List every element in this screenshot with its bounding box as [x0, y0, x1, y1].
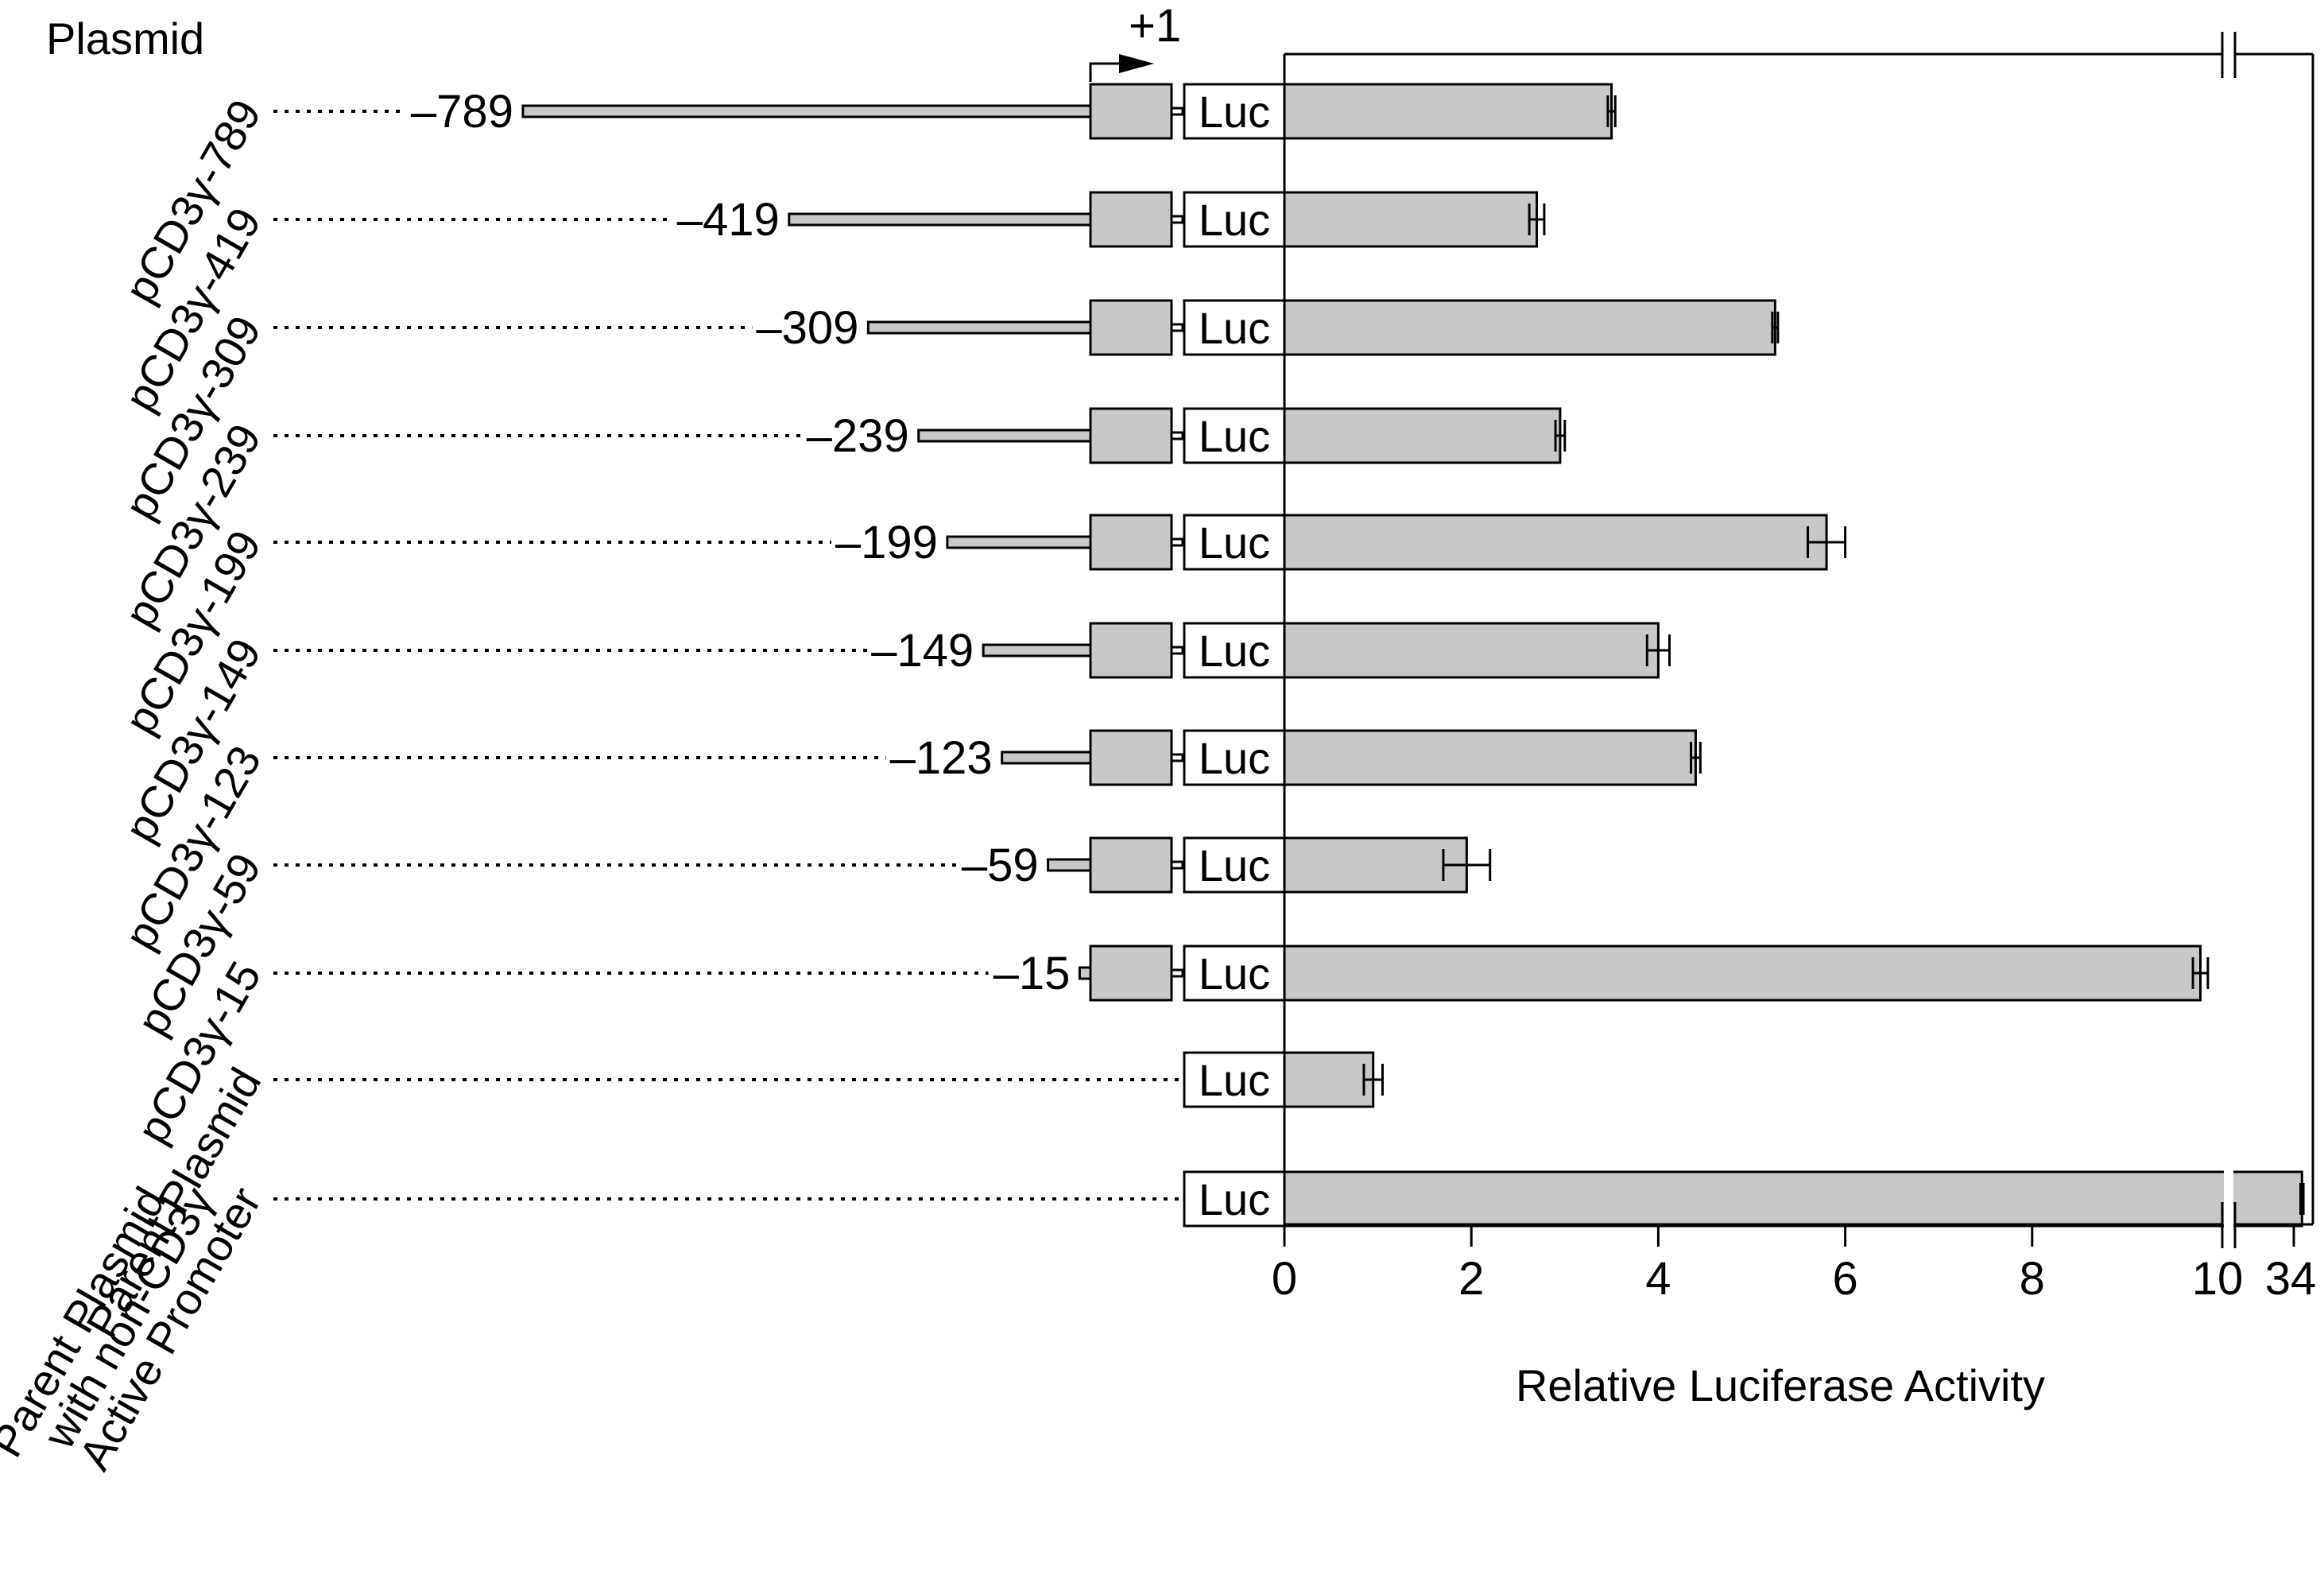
luc-reporter-box: [1183, 945, 1286, 1002]
construct-row: pCD3γ-15 –15 Luc: [127, 945, 2210, 1151]
promoter-fragment: [1047, 858, 1092, 872]
luc-label: Luc: [1199, 87, 1270, 137]
transcription-start-marker: +1: [1089, 0, 1181, 82]
x-tick-label: 8: [2020, 1253, 2045, 1305]
promoter-fragment: [788, 212, 1092, 227]
luc-reporter-box: [1183, 514, 1286, 571]
tss-label: +1: [1129, 0, 1181, 52]
luc-reporter-box: [1183, 407, 1286, 464]
luc-label: Luc: [1199, 1174, 1270, 1224]
data-bar: [1283, 191, 1539, 248]
luc-reporter-box: [1183, 191, 1286, 248]
linker-segment: [1170, 860, 1184, 870]
promoter-start-label: –419: [677, 194, 780, 246]
x-tick-label: 34: [2265, 1253, 2317, 1305]
exon-block: [1089, 729, 1173, 786]
promoter-fragment: [946, 535, 1092, 549]
linker-segment: [1170, 646, 1184, 655]
data-bar: [1283, 729, 1697, 786]
data-bar: [1283, 622, 1660, 679]
luc-label: Luc: [1199, 840, 1270, 890]
luc-label: Luc: [1199, 1055, 1270, 1105]
promoter-start-label: –309: [756, 302, 858, 354]
luc-reporter-box: [1183, 1051, 1286, 1108]
linker-segment: [1170, 753, 1184, 762]
luc-reporter-box: [1183, 729, 1286, 786]
axis-break-marks: [2221, 32, 2237, 1248]
linker-segment: [1170, 968, 1184, 978]
x-axis-ticks: 0 2 4 6 8 10 34: [1272, 1224, 2316, 1305]
luc-label: Luc: [1199, 626, 1270, 676]
luc-reporter-box: [1183, 299, 1286, 356]
x-tick-label: 0: [1272, 1253, 1297, 1305]
exon-block: [1089, 514, 1173, 571]
promoter-fragment: [982, 643, 1092, 657]
luc-label: Luc: [1199, 518, 1270, 568]
promoter-fragment: [1001, 751, 1092, 765]
data-bar: [1283, 945, 2202, 1002]
data-bar: [1283, 83, 1613, 140]
data-bar: [1283, 407, 1562, 464]
tss-arrow-head: [1119, 54, 1154, 73]
x-tick-label: 4: [1645, 1253, 1671, 1305]
promoter-fragment: [521, 104, 1092, 118]
exon-block: [1089, 407, 1173, 464]
x-tick-label: 10: [2192, 1253, 2244, 1305]
luc-label: Luc: [1199, 948, 1270, 999]
promoter-fragment: [917, 429, 1092, 443]
promoter-start-label: –199: [835, 517, 938, 568]
linker-segment: [1170, 323, 1184, 332]
x-tick-label: 2: [1458, 1253, 1484, 1305]
luc-reporter-box: [1183, 622, 1286, 679]
linker-segment: [1170, 537, 1184, 547]
exon-block: [1089, 836, 1173, 894]
luc-label: Luc: [1199, 195, 1270, 245]
promoter-start-label: –123: [890, 732, 993, 784]
linker-segment: [1170, 431, 1184, 440]
data-bar: [1283, 836, 1468, 894]
bar-break-gap: [2224, 1170, 2233, 1228]
promoter-start-label: –789: [411, 86, 513, 138]
luc-label: Luc: [1199, 733, 1270, 783]
exon-block: [1089, 299, 1173, 356]
promoter-fragment: [866, 320, 1092, 335]
data-bar: [1283, 1051, 1375, 1108]
promoter-fragment: [1078, 966, 1092, 980]
exon-block: [1089, 622, 1173, 679]
data-bar: [1283, 1170, 2303, 1228]
promoter-start-label: –59: [962, 840, 1039, 891]
promoter-start-label: –149: [871, 625, 974, 677]
exon-block: [1089, 945, 1173, 1002]
exon-block: [1089, 191, 1173, 248]
promoter-start-label: –239: [807, 410, 909, 462]
data-bar: [1283, 514, 1828, 571]
luc-label: Luc: [1199, 303, 1270, 353]
luc-label: Luc: [1199, 411, 1270, 461]
exon-block: [1089, 83, 1173, 140]
x-tick-label: 6: [1832, 1253, 1857, 1305]
x-axis-title: Relative Luciferase Activity: [1516, 1360, 2045, 1410]
linker-segment: [1170, 107, 1184, 116]
data-bar: [1283, 299, 1776, 356]
linker-segment: [1170, 215, 1184, 224]
tss-arrow-stem: [1089, 62, 1122, 82]
luc-reporter-box: [1183, 83, 1286, 140]
plasmid-column-header: Plasmid: [46, 14, 204, 64]
promoter-start-label: –15: [994, 948, 1071, 999]
chart-axes: 0 2 4 6 8 10 34 Relative Luciferase Activity: [1272, 32, 2316, 1410]
